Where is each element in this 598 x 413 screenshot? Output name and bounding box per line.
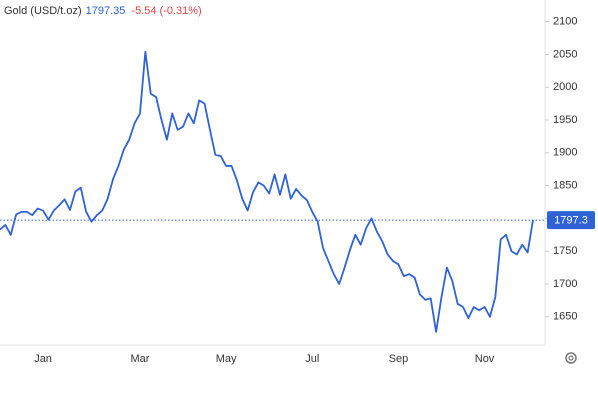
y-tick-label: 2100 <box>553 16 577 28</box>
y-tick-label: 1650 <box>553 311 577 323</box>
y-tick-label: 2000 <box>553 81 577 93</box>
settings-icon[interactable] <box>565 352 577 364</box>
y-tick-label: 1900 <box>553 147 577 159</box>
last-value-box <box>547 211 595 230</box>
last-value-label: 1797.3 <box>554 215 588 227</box>
x-tick-label: Sep <box>389 353 409 365</box>
gear-hub <box>568 355 574 361</box>
x-tick-label: Nov <box>475 353 495 365</box>
y-tick-label: 2050 <box>553 48 577 60</box>
y-tick-label: 1700 <box>553 278 577 290</box>
x-tick-label: Jul <box>305 353 319 365</box>
x-tick-label: Jan <box>34 353 52 365</box>
price-line <box>0 50 534 333</box>
change: -5.54 (-0.31%) <box>131 5 201 17</box>
y-tick-label: 1850 <box>553 180 577 192</box>
y-tick-label: 1950 <box>553 114 577 126</box>
price: 1797.35 <box>86 5 126 17</box>
x-tick-label: May <box>216 353 237 365</box>
gear-ring <box>565 352 577 364</box>
y-tick-label: 1750 <box>553 245 577 257</box>
x-tick-label: Mar <box>131 353 150 365</box>
chart-title: Gold (USD/t.oz) <box>4 5 82 17</box>
